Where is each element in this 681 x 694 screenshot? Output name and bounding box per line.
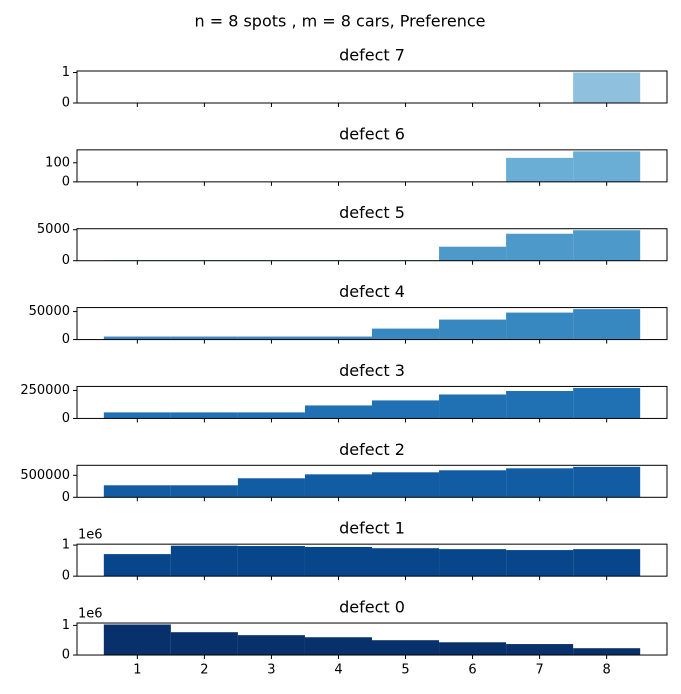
x-tick-label: 4: [334, 663, 342, 678]
subplot-title: defect 6: [339, 124, 405, 143]
bar: [304, 405, 372, 419]
bar: [439, 246, 507, 261]
y-tick-label: 5000: [37, 222, 70, 237]
bar: [439, 549, 507, 577]
bar: [573, 466, 641, 498]
bar: [237, 412, 305, 419]
y-tick-label: 500000: [20, 468, 70, 483]
bar: [573, 648, 641, 656]
x-tick-label: 7: [535, 663, 543, 678]
offset-text: 1e6: [78, 607, 103, 622]
bar: [103, 336, 171, 340]
bar: [573, 309, 641, 340]
y-tick-label: 0: [62, 411, 70, 426]
bar: [439, 470, 507, 498]
y-tick-label: 0: [62, 332, 70, 347]
x-tick-label: 8: [603, 663, 611, 678]
bar: [237, 478, 305, 498]
axes-frame: [76, 307, 668, 341]
bar: [506, 233, 574, 261]
x-tick-label: 3: [267, 663, 275, 678]
axes-frame: [76, 543, 668, 577]
bar: [372, 400, 440, 419]
bar: [304, 474, 372, 498]
x-tick-label: 1: [133, 663, 141, 678]
bar: [170, 336, 238, 340]
bar: [573, 549, 641, 577]
bar: [506, 390, 574, 419]
bar: [170, 485, 238, 498]
axes-frame: [76, 70, 668, 104]
y-tick-label: 100: [45, 155, 70, 170]
y-tick-label: 50000: [29, 304, 70, 319]
y-tick-label: 0: [62, 96, 70, 111]
y-tick-label: 1: [62, 618, 70, 633]
axes-frame: [76, 385, 668, 419]
bar: [372, 328, 440, 340]
bar: [237, 336, 305, 340]
bar: [304, 546, 372, 577]
y-tick-label: 1: [62, 538, 70, 553]
bar: [103, 624, 171, 656]
bar: [506, 644, 574, 656]
subplot-title: defect 2: [339, 440, 405, 459]
bar: [237, 546, 305, 577]
bar: [439, 319, 507, 340]
x-tick-label: 6: [468, 663, 476, 678]
offset-text: 1e6: [78, 528, 103, 543]
bar: [573, 230, 641, 261]
bar: [372, 472, 440, 498]
axes-frame: [76, 149, 668, 183]
bar: [439, 642, 507, 656]
axes-frame: [76, 622, 668, 656]
y-tick-label: 250000: [20, 383, 70, 398]
bar: [304, 637, 372, 656]
y-tick-label: 1: [62, 65, 70, 80]
y-tick-label: 0: [62, 174, 70, 189]
subplot-title: defect 0: [339, 598, 405, 617]
y-tick-label: 0: [62, 648, 70, 663]
y-tick-label: 0: [62, 569, 70, 584]
bar: [506, 468, 574, 498]
bar: [573, 387, 641, 419]
figure-title: n = 8 spots , m = 8 cars, Preference: [194, 12, 485, 31]
bar: [372, 548, 440, 577]
subplot-title: defect 4: [339, 282, 405, 301]
x-tick-label: 2: [200, 663, 208, 678]
bar: [237, 635, 305, 656]
bar: [506, 312, 574, 340]
bar: [506, 157, 574, 182]
subplot-title: defect 1: [339, 519, 405, 538]
axes-frame: [76, 464, 668, 498]
bar: [170, 632, 238, 656]
subplot-title: defect 5: [339, 203, 405, 222]
bar: [103, 485, 171, 498]
bar: [304, 336, 372, 340]
bar: [439, 394, 507, 419]
bar: [506, 550, 574, 577]
bar: [170, 545, 238, 577]
x-tick-label: 5: [401, 663, 409, 678]
y-tick-label: 0: [62, 490, 70, 505]
bar: [573, 151, 641, 182]
subplot-title: defect 7: [339, 46, 405, 65]
bar: [103, 554, 171, 577]
subplot-title: defect 3: [339, 361, 405, 380]
bar: [103, 412, 171, 419]
bar: [372, 640, 440, 656]
y-tick-label: 0: [62, 253, 70, 268]
axes-frame: [76, 228, 668, 262]
bar: [573, 72, 641, 103]
bar: [170, 412, 238, 419]
